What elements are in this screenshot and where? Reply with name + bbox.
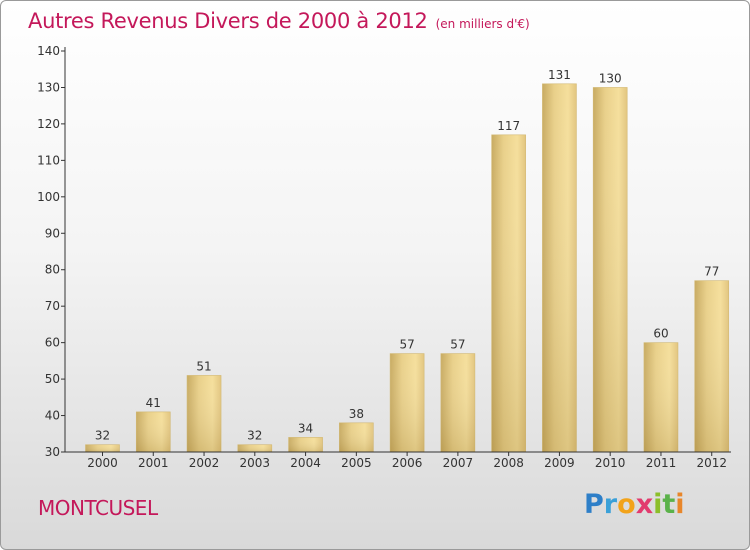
bar-shade xyxy=(440,353,475,452)
x-tick-label: 2000 xyxy=(87,456,118,470)
chart-title: Autres Revenus Divers de 2000 à 2012 xyxy=(28,9,428,33)
bar-value-label: 117 xyxy=(497,119,520,133)
x-tick-label: 2004 xyxy=(290,456,321,470)
x-tick-label: 2006 xyxy=(392,456,423,470)
bar-shade xyxy=(339,422,374,452)
bar-shade xyxy=(390,353,425,452)
chart-header: Autres Revenus Divers de 2000 à 2012 (en … xyxy=(28,9,530,33)
bar-shade xyxy=(136,411,171,452)
y-tick-label: 100 xyxy=(37,190,60,204)
x-tick-label: 2012 xyxy=(696,456,727,470)
y-tick-label: 30 xyxy=(45,445,60,459)
x-tick-label: 2005 xyxy=(341,456,372,470)
town-name: MONTCUSEL xyxy=(38,496,158,520)
proxiti-logo: Proxiti xyxy=(584,489,685,520)
bar-shade xyxy=(187,375,222,452)
bar-shade xyxy=(593,87,628,453)
x-tick-label: 2003 xyxy=(240,456,271,470)
bar-value-label: 77 xyxy=(704,265,719,279)
bar-value-label: 32 xyxy=(95,429,110,443)
y-tick-label: 130 xyxy=(37,80,60,94)
y-tick-label: 80 xyxy=(45,263,60,277)
y-axis: 30 40 50 60 70 80 90 100 110 120 130 140 xyxy=(37,44,66,459)
y-tick-label: 50 xyxy=(45,372,60,386)
y-tick-label: 120 xyxy=(37,117,60,131)
x-tick-label: 2007 xyxy=(443,456,474,470)
bar-shade xyxy=(237,444,272,452)
x-tick-label: 2010 xyxy=(595,456,626,470)
y-tick-label: 140 xyxy=(37,44,60,58)
bars: 32 41 51 32 34 38 57 57 117 131 130 60 77 xyxy=(85,68,730,453)
x-tick-label: 2002 xyxy=(189,456,220,470)
bar-value-label: 57 xyxy=(399,338,414,352)
bar-value-label: 32 xyxy=(247,429,262,443)
x-tick-label: 2008 xyxy=(493,456,524,470)
x-tick-label: 2009 xyxy=(544,456,575,470)
y-tick-label: 110 xyxy=(37,153,60,167)
bar-shade xyxy=(85,444,120,452)
y-tick-label: 70 xyxy=(45,299,60,313)
bar-value-label: 130 xyxy=(599,71,622,85)
x-tick-label: 2001 xyxy=(138,456,169,470)
bar-value-label: 57 xyxy=(450,338,465,352)
y-tick-label: 90 xyxy=(45,226,60,240)
bar-shade xyxy=(643,342,678,452)
bar-shade xyxy=(491,134,526,452)
y-tick-label: 60 xyxy=(45,336,60,350)
bar-value-label: 34 xyxy=(298,421,313,435)
bar-shade xyxy=(694,280,729,452)
bar-value-label: 131 xyxy=(548,68,571,82)
y-tick-label: 40 xyxy=(45,409,60,423)
bar-value-label: 51 xyxy=(196,359,211,373)
bar-value-label: 38 xyxy=(349,407,364,421)
bar-shade xyxy=(288,437,323,452)
bar-value-label: 41 xyxy=(146,396,161,410)
bar-value-label: 60 xyxy=(653,327,668,341)
chart-subtitle: (en milliers d'€) xyxy=(435,17,530,31)
x-tick-label: 2011 xyxy=(646,456,677,470)
x-axis: 2000 2001 2002 2003 2004 2005 2006 2007 2008 2009… xyxy=(65,451,731,470)
bar-shade xyxy=(542,83,577,453)
